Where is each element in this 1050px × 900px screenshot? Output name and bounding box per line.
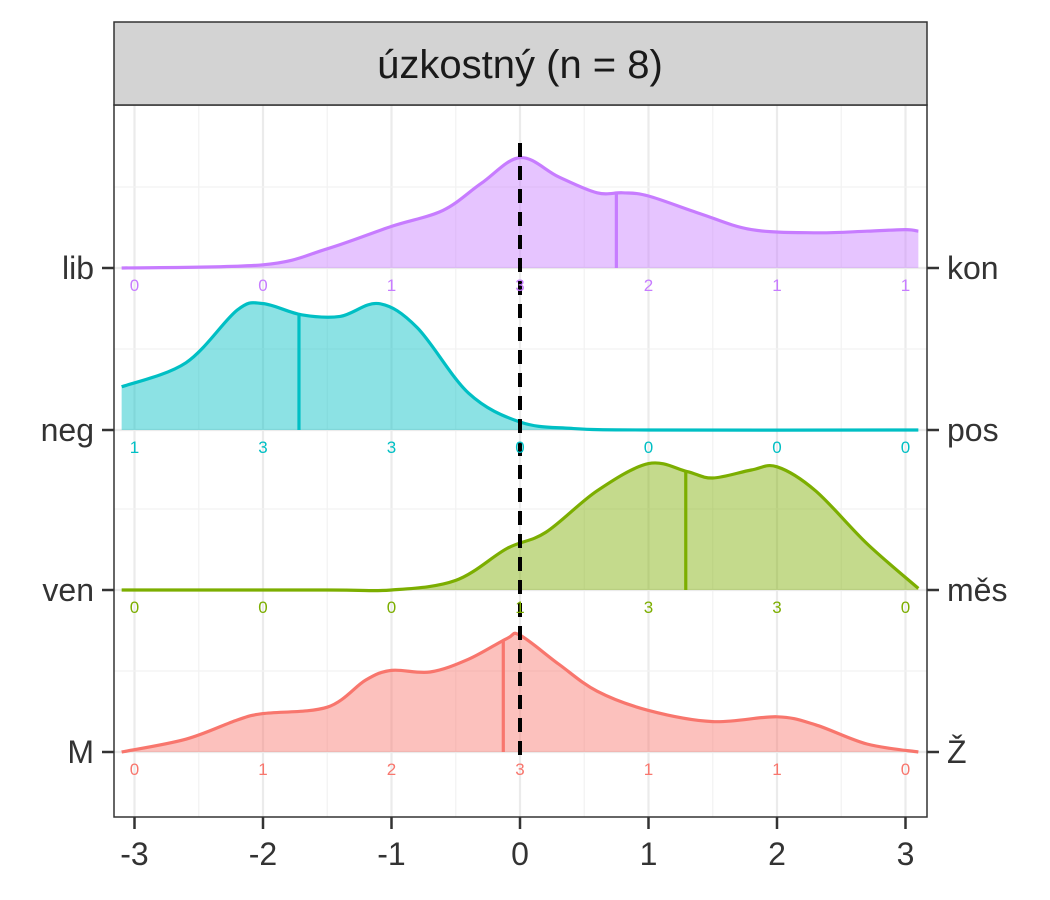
count-label: 1: [258, 760, 267, 779]
x-tick-label: 0: [511, 836, 529, 872]
x-tick-label: -1: [377, 836, 405, 872]
density-line: [121, 301, 919, 432]
y-label-right: kon: [947, 250, 999, 286]
y-label-left: ven: [42, 572, 94, 608]
y-label-left: neg: [41, 412, 94, 448]
count-label: 0: [130, 276, 139, 295]
x-tick-label: -2: [249, 836, 277, 872]
count-label: 3: [772, 598, 781, 617]
ridge-ven-měs: [121, 461, 920, 593]
y-label-right: měs: [947, 572, 1007, 608]
count-label: 0: [258, 598, 267, 617]
y-label-left: M: [67, 734, 94, 770]
density-line: [121, 155, 919, 270]
count-label: 0: [901, 598, 910, 617]
x-tick-label: -3: [120, 836, 148, 872]
count-label: 1: [644, 760, 653, 779]
count-label: 0: [130, 598, 139, 617]
x-tick-label: 1: [640, 836, 658, 872]
y-label-right: pos: [947, 412, 999, 448]
ridge-neg-pos: [121, 301, 919, 432]
facet-strip-box: [113, 21, 928, 106]
count-label: 1: [772, 276, 781, 295]
x-tick-label: 2: [768, 836, 786, 872]
density-area: [121, 302, 919, 431]
count-label: 0: [772, 438, 781, 457]
ridge-M-Ž: [121, 631, 919, 754]
count-label: 1: [130, 438, 139, 457]
count-label: 0: [387, 598, 396, 617]
count-label: 3: [258, 438, 267, 457]
x-tick-label: 3: [897, 836, 915, 872]
density-area: [121, 462, 919, 591]
count-label: 0: [644, 438, 653, 457]
count-labels: 0 0 1 3 2 1 1 1 3 3 0 0 0 0 0 0 0 1 3 3 0 0 1 2 3 1 1 0: [130, 276, 910, 779]
y-label-right: Ž: [947, 734, 967, 770]
facet-title: úzkostný (n = 8): [377, 43, 663, 87]
density-line: [121, 631, 919, 754]
count-label: 1: [515, 598, 524, 617]
count-label: 1: [901, 276, 910, 295]
count-label: 0: [901, 438, 910, 457]
count-label: 3: [515, 276, 524, 295]
count-label: 3: [387, 438, 396, 457]
density-line: [121, 461, 920, 593]
count-label: 2: [387, 760, 396, 779]
count-label: 2: [644, 276, 653, 295]
count-label: 3: [515, 760, 524, 779]
count-label: 0: [130, 760, 139, 779]
count-label: 1: [772, 760, 781, 779]
y-label-left: lib: [62, 250, 94, 286]
facet-strip: úzkostný (n = 8): [113, 21, 928, 106]
count-label: 3: [644, 598, 653, 617]
count-label: 0: [258, 276, 267, 295]
count-label: 1: [387, 276, 396, 295]
count-label: 0: [901, 760, 910, 779]
count-label: 0: [515, 438, 524, 457]
